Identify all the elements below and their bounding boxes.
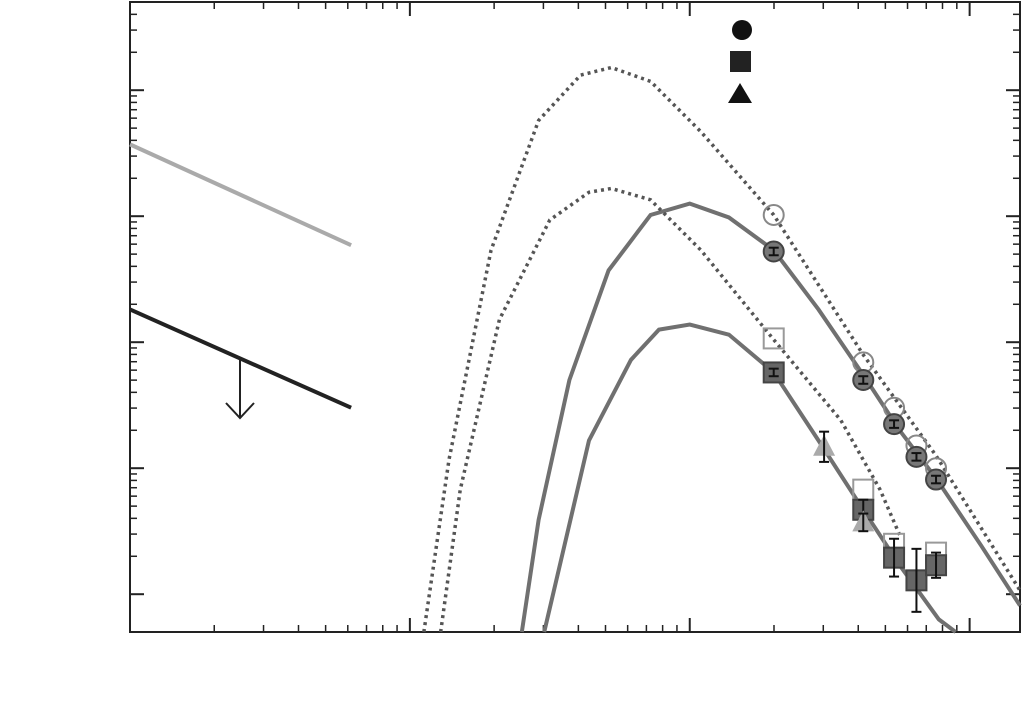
data-point (762, 203, 785, 226)
error-bar (858, 375, 869, 385)
error-bar (858, 512, 869, 533)
model-curve-dotted (422, 65, 1022, 633)
model-curve (519, 201, 1022, 633)
legend-marker (732, 20, 752, 40)
error-bar (911, 452, 922, 462)
data-point (762, 327, 785, 350)
error-bar (931, 551, 942, 579)
plot-frame (129, 1, 1021, 633)
error-bar (931, 474, 942, 485)
legend-marker (728, 83, 752, 103)
error-bar (768, 367, 779, 378)
legend-marker (730, 51, 751, 72)
error-bar (911, 547, 922, 613)
error-bar (889, 419, 900, 429)
error-bar (819, 430, 830, 463)
model-curve (129, 307, 352, 410)
model-curve (129, 142, 352, 247)
legend (728, 20, 752, 103)
error-bar (889, 537, 900, 578)
error-bar (768, 246, 779, 257)
model-curve (542, 322, 957, 634)
model-curve-dotted (438, 186, 902, 633)
upper-limit-arrow (225, 358, 255, 420)
